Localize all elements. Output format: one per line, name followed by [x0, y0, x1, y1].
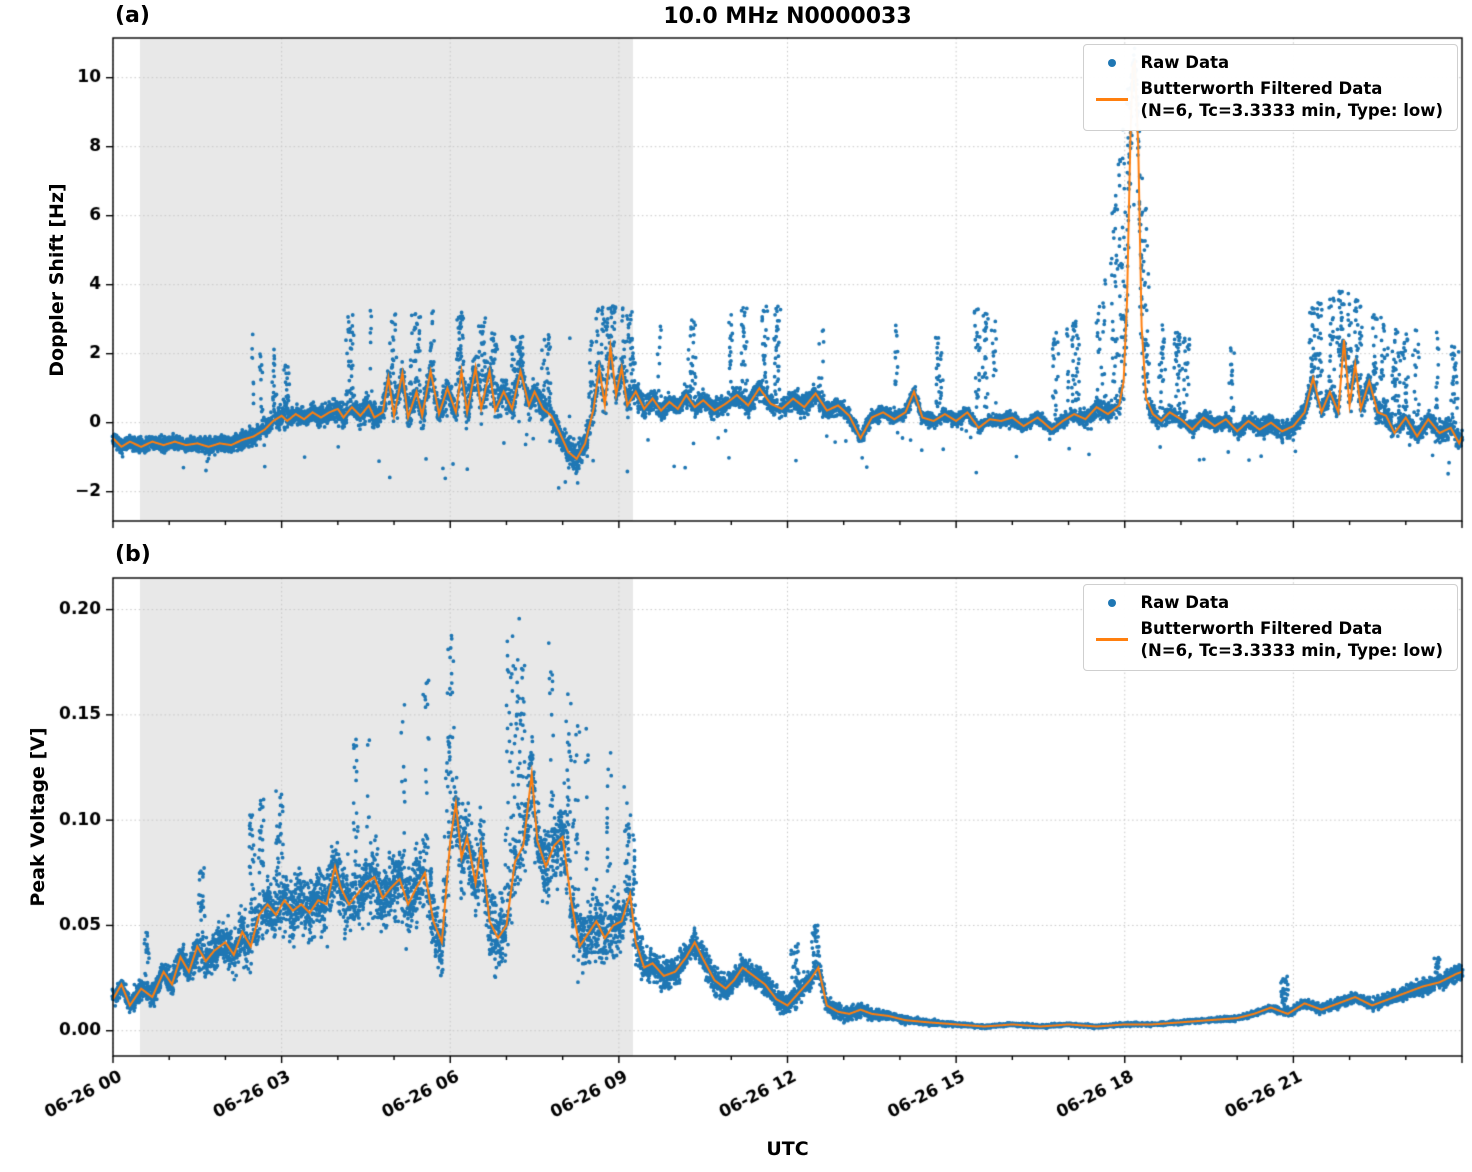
legend-item-filtered: Butterworth Filtered Data (N=6, Tc=3.333…: [1094, 78, 1443, 121]
legend-item-raw: Raw Data: [1094, 52, 1443, 73]
legend-panel-a: Raw Data Butterworth Filtered Data (N=6,…: [1083, 44, 1458, 132]
legend-panel-b: Raw Data Butterworth Filtered Data (N=6,…: [1083, 584, 1458, 672]
y-axis-label-voltage: Peak Voltage [V]: [27, 727, 49, 907]
y-axis-label-doppler: Doppler Shift [Hz]: [46, 183, 68, 377]
legend-filtered-label: Butterworth Filtered Data (N=6, Tc=3.333…: [1140, 78, 1443, 121]
filtered-line-icon: [1096, 98, 1129, 102]
panel-b-label: (b): [115, 542, 151, 567]
raw-data-marker-icon: [1108, 58, 1117, 67]
legend-item-filtered: Butterworth Filtered Data (N=6, Tc=3.333…: [1094, 618, 1443, 661]
legend-handle: [1094, 638, 1130, 642]
raw-data-marker-icon: [1108, 598, 1117, 607]
legend-handle: [1094, 58, 1130, 67]
legend-filtered-line2: (N=6, Tc=3.3333 min, Type: low): [1140, 640, 1443, 660]
legend-filtered-line1: Butterworth Filtered Data: [1140, 619, 1383, 639]
x-axis-label: UTC: [766, 1138, 809, 1160]
filtered-line-icon: [1096, 638, 1129, 642]
legend-handle: [1094, 98, 1130, 102]
legend-filtered-label: Butterworth Filtered Data (N=6, Tc=3.333…: [1140, 618, 1443, 661]
chart-title: 10.0 MHz N0000033: [663, 4, 912, 29]
legend-filtered-line1: Butterworth Filtered Data: [1140, 79, 1383, 99]
legend-raw-label: Raw Data: [1140, 53, 1230, 72]
legend-handle: [1094, 598, 1130, 607]
legend-item-raw: Raw Data: [1094, 592, 1443, 613]
panel-a-label: (a): [115, 3, 150, 28]
legend-filtered-line2: (N=6, Tc=3.3333 min, Type: low): [1140, 100, 1443, 120]
legend-raw-label: Raw Data: [1140, 593, 1230, 612]
